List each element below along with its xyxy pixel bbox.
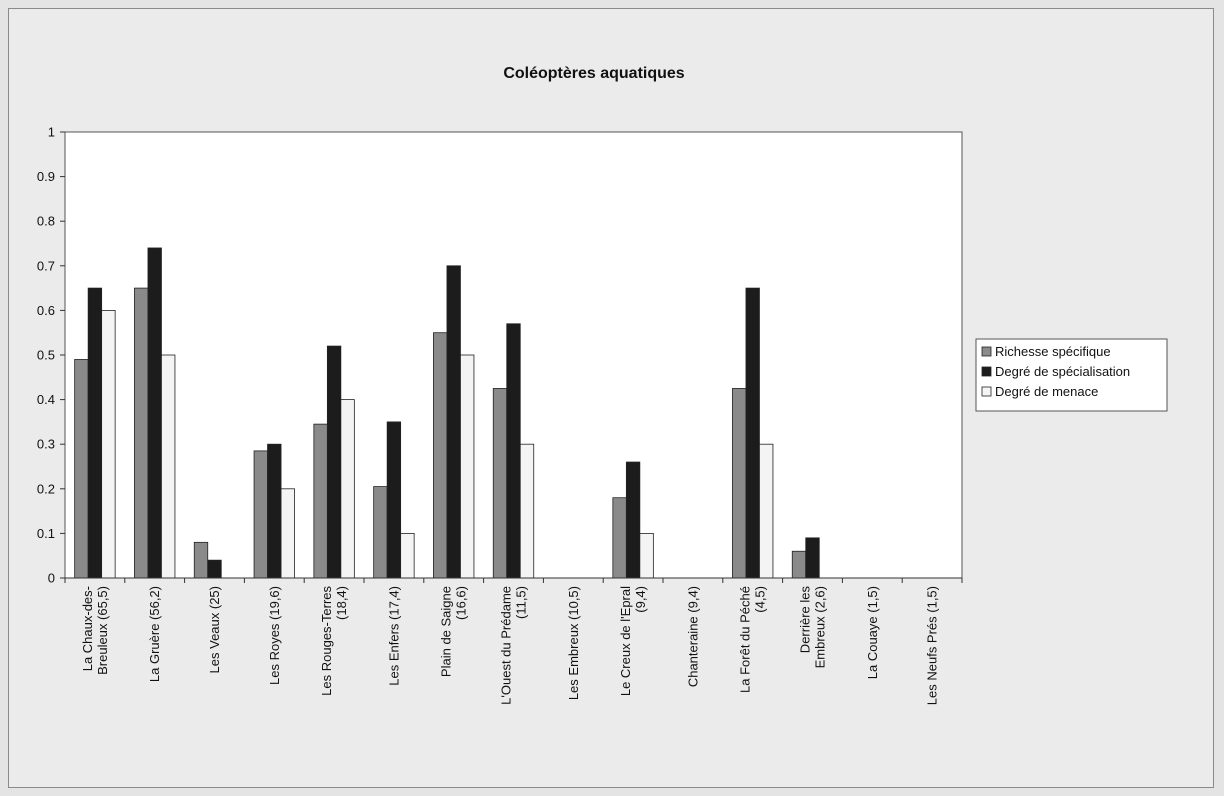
- bar-2: [639, 533, 654, 579]
- x-category-label-line: Le Creux de l'Epral: [618, 586, 633, 696]
- x-category-label: La Couaye (1,5): [865, 586, 880, 679]
- legend-label: Degré de spécialisation: [995, 364, 1130, 379]
- bar-0: [492, 388, 508, 579]
- x-category-label-line: La Chaux-des-: [80, 586, 95, 671]
- bar-0: [612, 497, 627, 579]
- bar-2: [280, 488, 295, 579]
- x-category-label-line: Breuleux (65,5): [95, 586, 110, 675]
- x-category-label: Les Royes (19,6): [267, 586, 282, 685]
- y-tick-label: 0: [48, 571, 55, 586]
- bar-1: [207, 559, 222, 579]
- x-category-label-line: (18,4): [334, 586, 349, 620]
- y-tick-label: 0.3: [37, 437, 55, 452]
- legend-label: Degré de menace: [995, 384, 1098, 399]
- bar-0: [74, 359, 89, 579]
- bar-1: [326, 345, 342, 579]
- bar-0: [134, 287, 149, 579]
- x-category-label: La Chaux-des-Breuleux (65,5): [80, 586, 110, 675]
- x-category-label: Les Embreux (10,5): [566, 586, 581, 700]
- x-category-label: Les Veaux (25): [207, 586, 222, 673]
- bar-1: [147, 247, 162, 579]
- bar-2: [400, 533, 415, 579]
- x-category-label: La Gruère (56,2): [147, 586, 162, 682]
- x-category-label-line: La Couaye (1,5): [865, 586, 880, 679]
- bars: [74, 247, 820, 579]
- chart-svg: Coléoptères aquatiques 00.10.20.30.40.50…: [37, 65, 1168, 705]
- x-category-label-line: Derrière les: [798, 586, 813, 654]
- bar-0: [253, 450, 268, 579]
- x-category-label-line: La Forêt du Péché: [738, 586, 753, 693]
- bar-2: [340, 399, 355, 579]
- bar-1: [625, 461, 641, 579]
- x-category-label: Derrière lesEmbreux (2,6): [798, 586, 828, 669]
- y-tick-label: 0.9: [37, 169, 55, 184]
- x-category-label-line: Les Veaux (25): [207, 586, 222, 673]
- x-category-label-line: Les Neufs Prés (1,5): [925, 586, 940, 705]
- y-tick-label: 0.1: [37, 526, 55, 541]
- bar-1: [805, 537, 820, 579]
- legend-swatch: [981, 346, 992, 357]
- bar-1: [386, 421, 402, 579]
- x-axis: La Chaux-des-Breuleux (65,5) La Gruère (5…: [64, 577, 963, 705]
- bar-1: [506, 323, 521, 579]
- y-tick-label: 0.6: [37, 303, 55, 318]
- x-category-label-line: Plain de Saigne: [439, 586, 454, 677]
- x-category-label-line: Les Embreux (10,5): [566, 586, 581, 700]
- y-tick-label: 0.4: [37, 392, 55, 407]
- x-category-label-line: (9,4): [633, 586, 648, 613]
- x-category-label: La Forêt du Péché(4,5): [738, 586, 768, 693]
- chart-title: Coléoptères aquatiques: [503, 65, 684, 82]
- bar-0: [433, 332, 448, 579]
- x-category-label-line: La Gruère (56,2): [147, 586, 162, 682]
- bar-2: [759, 443, 774, 579]
- legend-label: Richesse spécifique: [995, 344, 1111, 359]
- bar-2: [101, 309, 116, 579]
- y-tick-label: 0.7: [37, 258, 55, 273]
- y-tick-label: 0.8: [37, 214, 55, 229]
- x-category-label-line: Les Royes (19,6): [267, 586, 282, 685]
- x-category-label: Les Rouges-Terres(18,4): [319, 586, 349, 696]
- x-category-label: Les Neufs Prés (1,5): [925, 586, 940, 705]
- x-category-label: Plain de Saigne(16,6): [439, 586, 469, 677]
- y-axis: 0 0.1 0.2 0.3 0.4 0.5 0.6 0.7 0.8 0.9 1: [37, 125, 65, 586]
- bar-1: [87, 287, 103, 579]
- y-tick-label: 0.5: [37, 348, 55, 363]
- bar-1: [745, 287, 760, 579]
- x-category-label-line: Chanteraine (9,4): [685, 586, 700, 687]
- x-category-label-line: Les Rouges-Terres: [319, 586, 334, 696]
- x-category-label-line: Les Enfers (17,4): [386, 586, 401, 686]
- x-category-label: Le Creux de l'Epral(9,4): [618, 586, 648, 696]
- legend: Richesse spécifique Degré de spécialisati…: [975, 338, 1168, 412]
- bar-1: [267, 443, 282, 579]
- bar-0: [313, 423, 328, 579]
- x-category-label-line: (16,6): [454, 586, 469, 620]
- bar-1: [446, 265, 461, 579]
- bar-2: [460, 354, 475, 579]
- chart-frame: Coléoptères aquatiques 0 0.1 0.2 0.3 0.4 0.5 0…: [8, 8, 1214, 788]
- bar-0: [791, 550, 807, 579]
- bar-0: [732, 388, 747, 579]
- y-tick-label: 0.2: [37, 481, 55, 496]
- x-category-label-line: (11,5): [514, 586, 529, 619]
- legend-box: [975, 338, 1168, 412]
- x-category-label: Les Enfers (17,4): [386, 586, 401, 686]
- x-category-label-line: L'Ouest du Prédame: [499, 586, 514, 705]
- bar-2: [519, 443, 535, 579]
- y-tick-label: 1: [48, 125, 55, 140]
- x-category-label-line: (4,5): [753, 586, 768, 613]
- x-category-label: L'Ouest du Prédame(11,5): [499, 586, 529, 705]
- x-category-label: Chanteraine (9,4): [685, 586, 700, 687]
- x-category-label-line: Embreux (2,6): [813, 586, 828, 668]
- legend-swatch: [981, 386, 992, 397]
- legend-swatch: [981, 366, 992, 377]
- bar-0: [373, 486, 388, 579]
- bar-2: [161, 354, 176, 579]
- bar-0: [193, 541, 209, 579]
